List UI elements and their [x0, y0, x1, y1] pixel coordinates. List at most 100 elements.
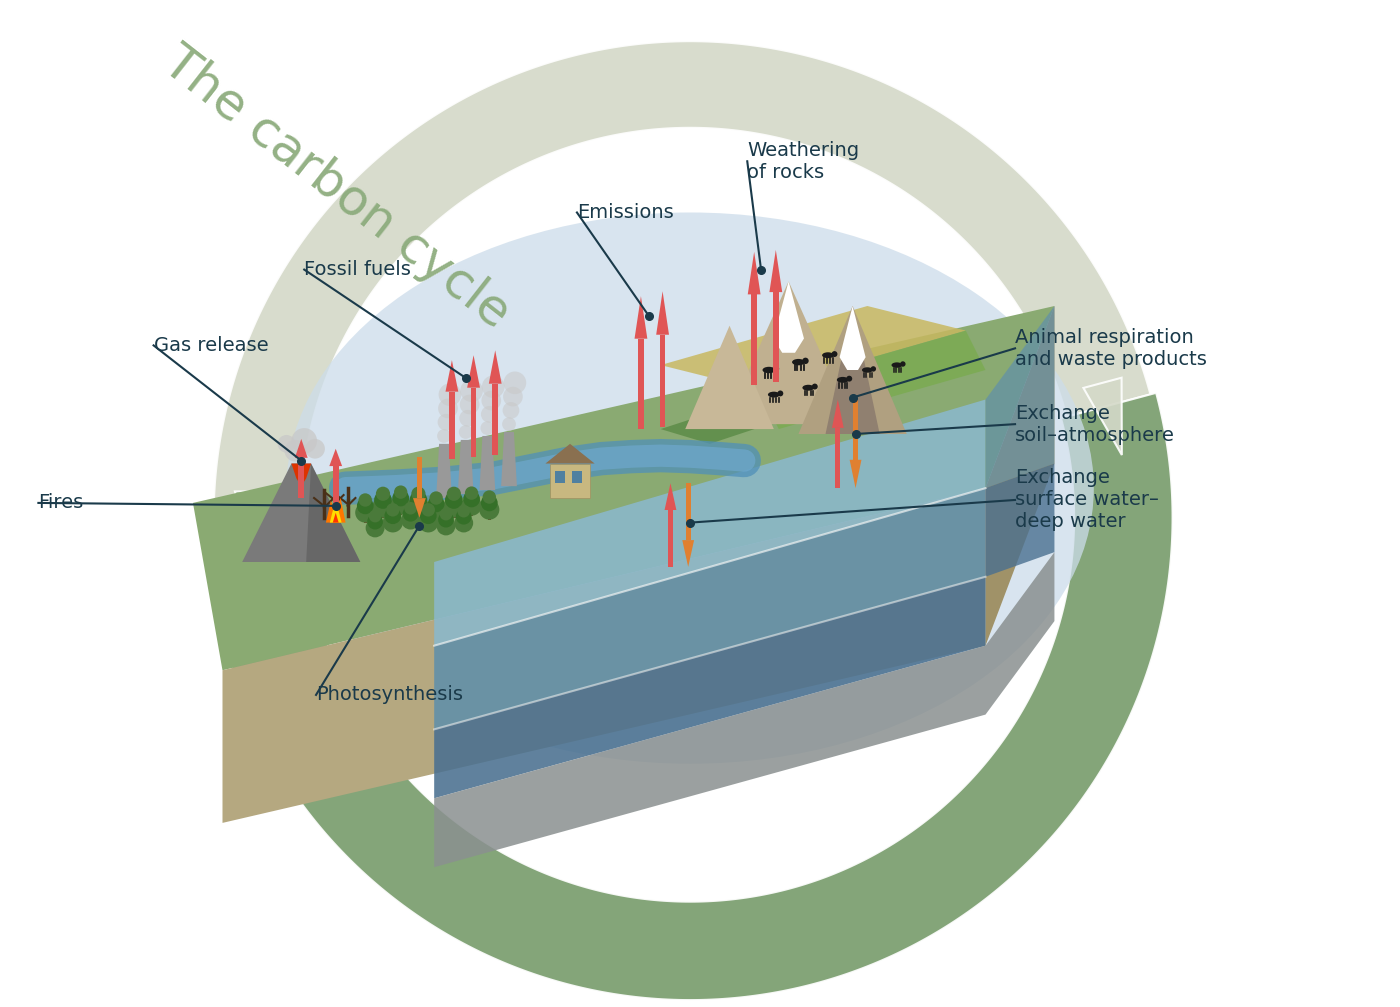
- Circle shape: [459, 395, 479, 414]
- Circle shape: [410, 491, 427, 509]
- Polygon shape: [434, 552, 1054, 867]
- Circle shape: [483, 490, 496, 504]
- Polygon shape: [413, 498, 426, 518]
- Polygon shape: [770, 250, 783, 292]
- Circle shape: [503, 417, 515, 431]
- Circle shape: [832, 351, 837, 357]
- Polygon shape: [193, 306, 1054, 671]
- Circle shape: [456, 509, 472, 525]
- Circle shape: [438, 414, 455, 431]
- Polygon shape: [458, 440, 473, 494]
- Polygon shape: [207, 393, 1173, 1000]
- Polygon shape: [235, 491, 279, 575]
- Text: Emissions: Emissions: [577, 203, 673, 222]
- Polygon shape: [725, 281, 853, 424]
- Circle shape: [438, 512, 454, 528]
- Polygon shape: [501, 432, 517, 486]
- Ellipse shape: [892, 363, 903, 368]
- Text: Fossil fuels: Fossil fuels: [304, 260, 412, 279]
- Circle shape: [812, 384, 818, 390]
- Ellipse shape: [822, 352, 834, 358]
- Circle shape: [465, 486, 479, 499]
- Circle shape: [454, 514, 473, 533]
- Polygon shape: [437, 444, 452, 498]
- Bar: [487, 510, 491, 520]
- Circle shape: [437, 517, 455, 536]
- Bar: [427, 523, 430, 533]
- Bar: [836, 428, 840, 488]
- Circle shape: [430, 491, 442, 505]
- Circle shape: [407, 496, 428, 518]
- Polygon shape: [1084, 378, 1121, 455]
- Circle shape: [392, 489, 409, 507]
- Circle shape: [459, 410, 476, 427]
- Polygon shape: [573, 471, 582, 483]
- Text: Gas release: Gas release: [154, 336, 269, 354]
- Bar: [638, 338, 644, 429]
- Ellipse shape: [769, 392, 780, 398]
- Circle shape: [444, 496, 465, 518]
- Polygon shape: [434, 488, 986, 729]
- Circle shape: [400, 511, 420, 530]
- Polygon shape: [682, 540, 694, 567]
- Bar: [409, 520, 412, 530]
- Bar: [853, 400, 858, 460]
- Circle shape: [458, 505, 470, 518]
- Circle shape: [305, 439, 325, 458]
- Circle shape: [426, 500, 447, 521]
- Polygon shape: [479, 436, 496, 490]
- Bar: [444, 526, 448, 536]
- Bar: [399, 505, 402, 515]
- Polygon shape: [665, 483, 676, 510]
- Polygon shape: [489, 350, 501, 384]
- Circle shape: [385, 508, 402, 524]
- Circle shape: [421, 504, 435, 517]
- Circle shape: [438, 384, 461, 406]
- Circle shape: [463, 490, 480, 508]
- Text: Exchange
surface water–
deep water: Exchange surface water– deep water: [1015, 468, 1159, 532]
- Circle shape: [447, 486, 461, 500]
- Bar: [298, 458, 304, 498]
- Ellipse shape: [862, 368, 872, 373]
- Circle shape: [871, 367, 876, 372]
- Ellipse shape: [287, 212, 1093, 764]
- Circle shape: [777, 391, 783, 397]
- Circle shape: [482, 494, 497, 512]
- Circle shape: [504, 372, 526, 394]
- Polygon shape: [445, 361, 458, 392]
- Polygon shape: [759, 330, 986, 429]
- Polygon shape: [657, 291, 669, 334]
- Ellipse shape: [837, 377, 848, 383]
- Circle shape: [391, 494, 410, 515]
- Polygon shape: [333, 513, 339, 523]
- Polygon shape: [434, 577, 986, 799]
- Circle shape: [291, 428, 316, 454]
- Bar: [449, 392, 455, 458]
- Circle shape: [480, 421, 494, 435]
- Circle shape: [503, 402, 519, 419]
- Circle shape: [393, 485, 407, 498]
- Circle shape: [420, 508, 437, 524]
- Polygon shape: [556, 471, 566, 483]
- Circle shape: [367, 514, 384, 530]
- Bar: [333, 466, 339, 502]
- Polygon shape: [634, 296, 647, 338]
- Circle shape: [440, 508, 452, 521]
- Circle shape: [365, 519, 385, 538]
- Polygon shape: [773, 281, 804, 352]
- Polygon shape: [685, 325, 774, 429]
- Circle shape: [375, 486, 391, 500]
- Bar: [364, 513, 367, 523]
- Bar: [752, 294, 757, 385]
- Circle shape: [356, 502, 375, 523]
- Text: Photosynthesis: Photosynthesis: [316, 686, 463, 705]
- Circle shape: [438, 399, 458, 418]
- Polygon shape: [242, 463, 360, 562]
- Circle shape: [277, 435, 295, 453]
- Polygon shape: [850, 460, 861, 488]
- Polygon shape: [661, 306, 966, 390]
- Bar: [381, 508, 385, 518]
- Circle shape: [445, 491, 463, 509]
- Polygon shape: [986, 463, 1054, 577]
- Bar: [462, 523, 465, 533]
